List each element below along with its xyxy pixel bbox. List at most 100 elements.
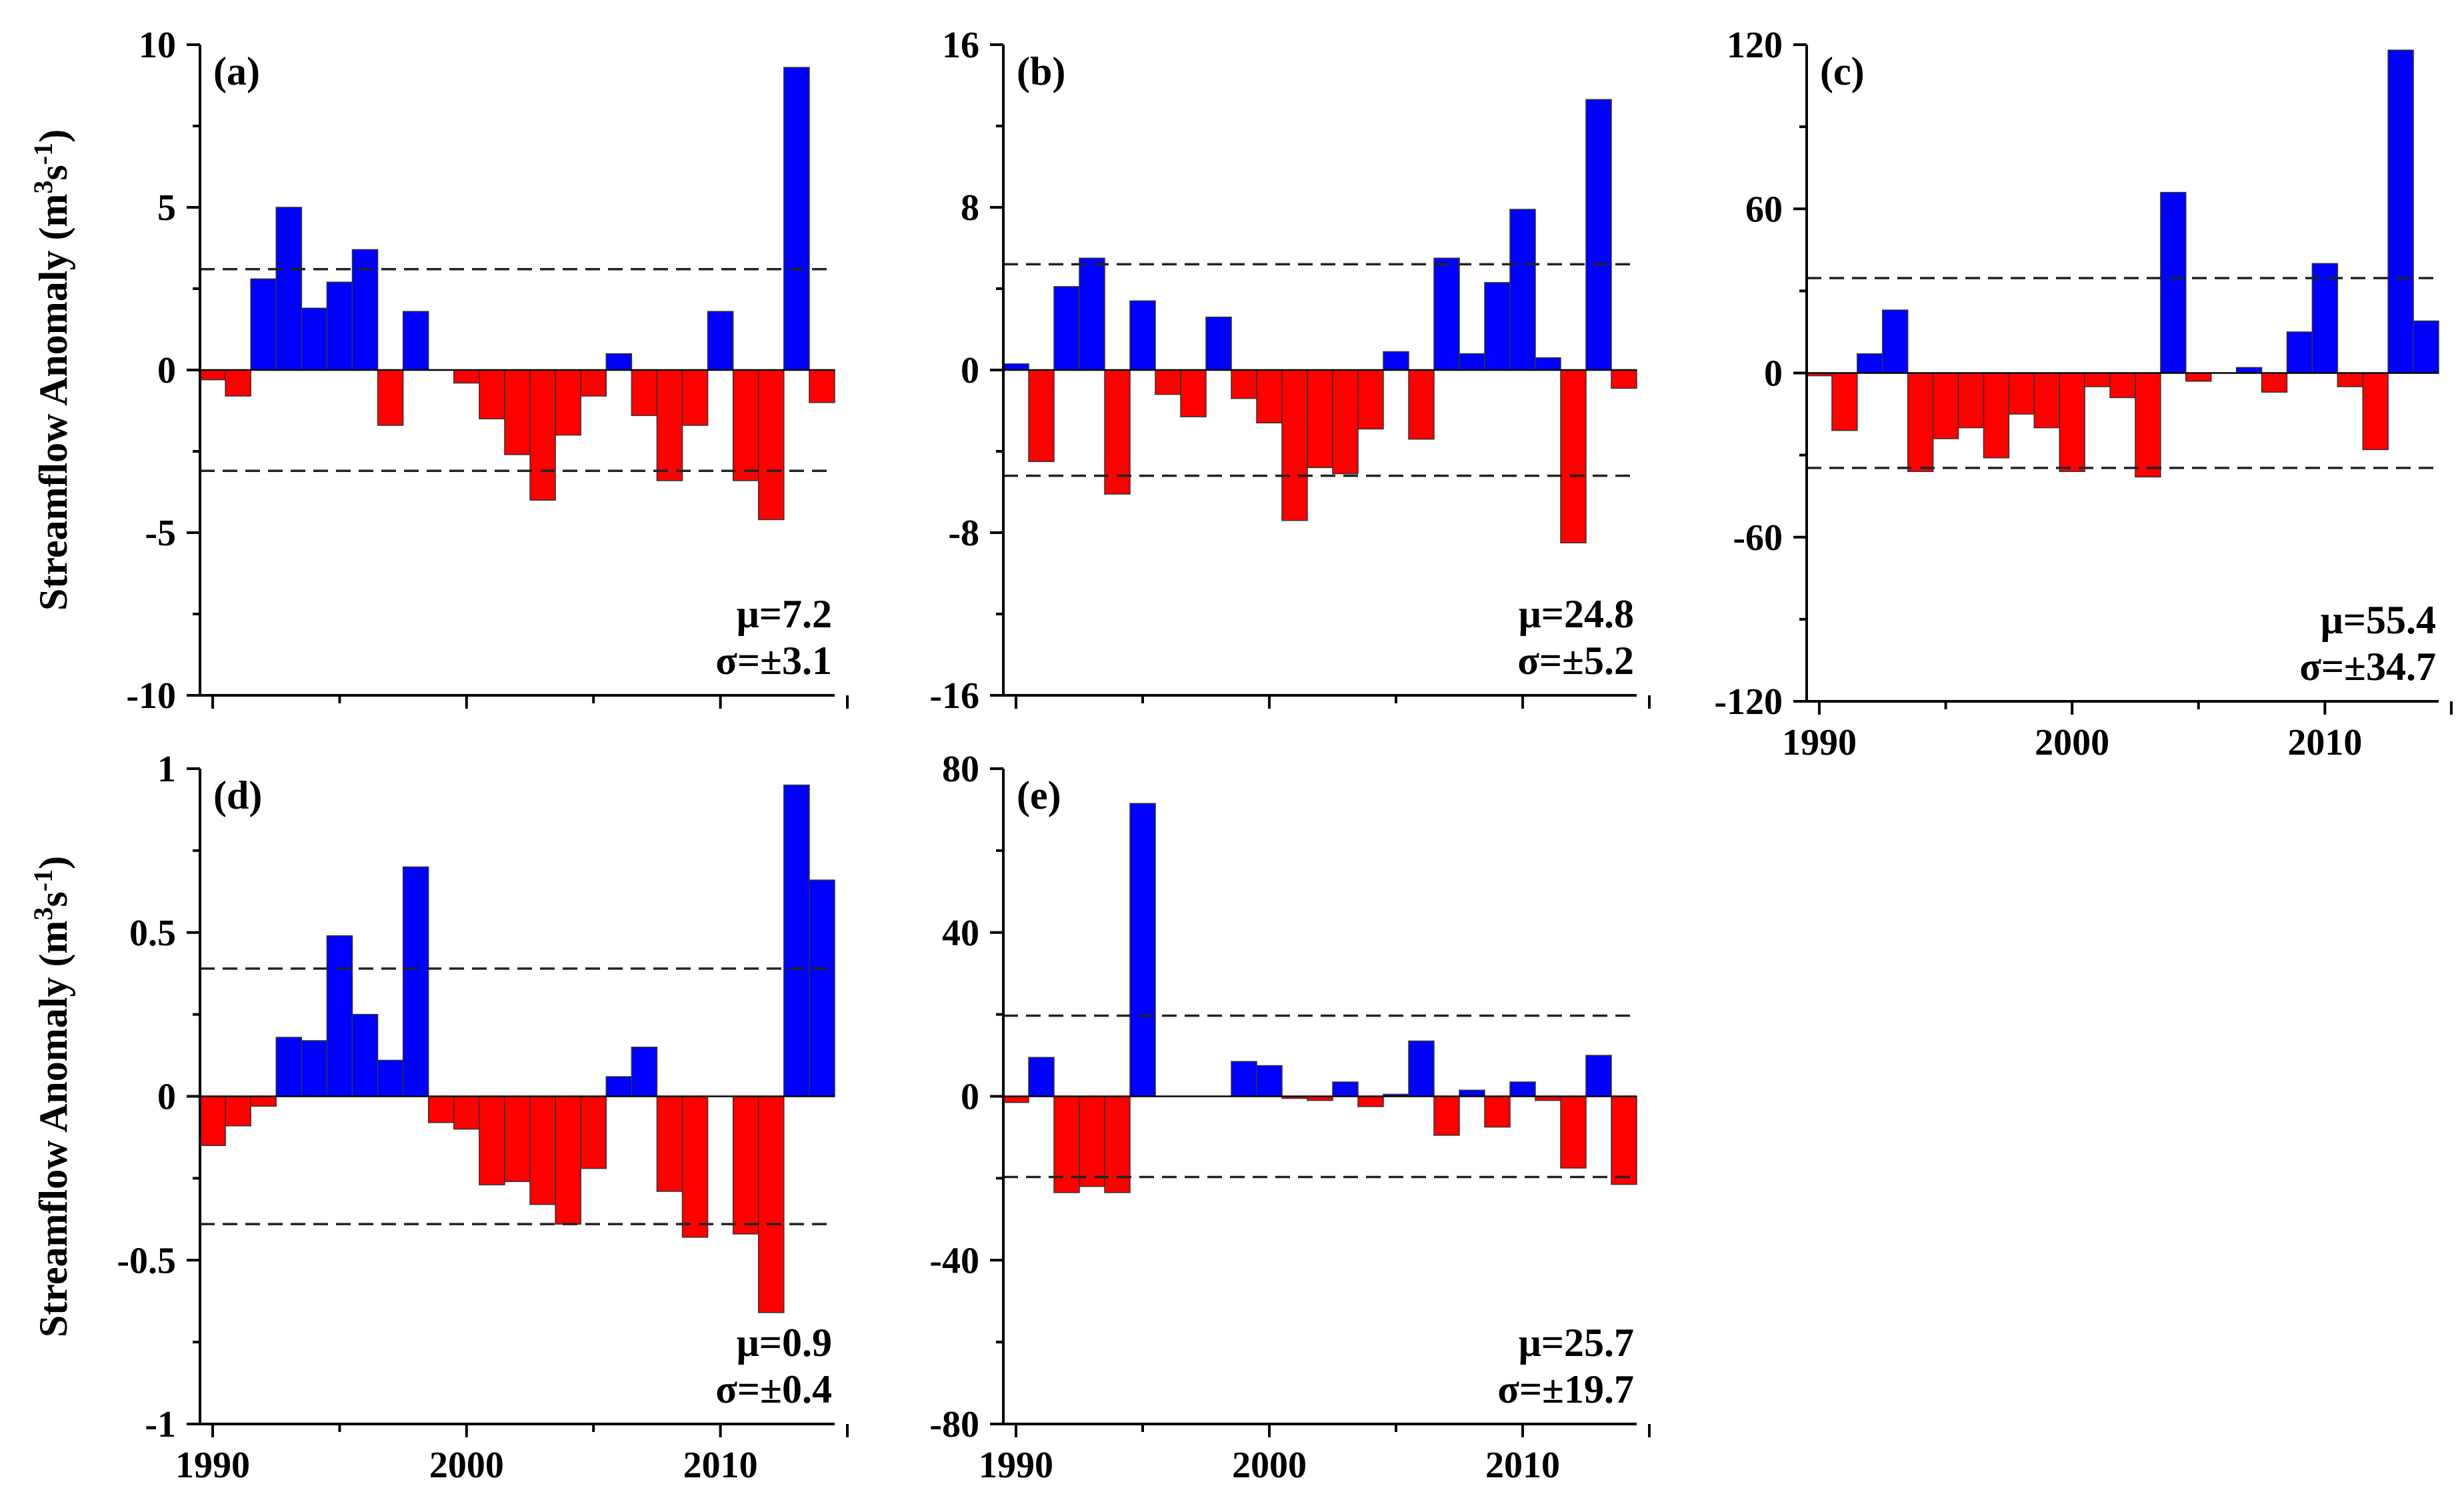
mu-label: μ=7.2 [737, 592, 832, 636]
bar-2003 [529, 369, 556, 501]
bar-2012 [758, 369, 785, 521]
bar-2001 [479, 1095, 505, 1185]
y-tick-label: 0 [157, 350, 176, 391]
bar-2011 [1535, 357, 1561, 371]
y-tick-label: 0 [961, 350, 979, 391]
y-tick-label: 120 [1727, 25, 1783, 66]
y-tick-label: 16 [942, 25, 979, 66]
y-tick-label: -1 [145, 1404, 176, 1445]
x-tick-label: 1990 [175, 1445, 250, 1486]
y-tick-label: -80 [929, 1404, 979, 1445]
bar-2009 [2286, 331, 2313, 374]
bar-2003 [1332, 1081, 1359, 1097]
bar-1994 [301, 307, 328, 371]
bar-2012 [1560, 1095, 1587, 1169]
bar-1995 [326, 935, 353, 1097]
bar-2003 [529, 1095, 556, 1205]
bar-2011 [732, 1095, 759, 1235]
bar-2006 [605, 1076, 633, 1097]
bar-1990 [1003, 1095, 1029, 1103]
bar-2000 [2059, 372, 2085, 472]
bar-2010 [1509, 1081, 1536, 1097]
y-axis-title-top: Streamflow Anomaly (m3s-1) [28, 129, 75, 611]
bar-1993 [1079, 1095, 1105, 1187]
bar-1997 [1983, 372, 2010, 459]
panel-b: 16 8 0 -8 -16 (b) μ=24.8σ=±5.2 [929, 25, 1651, 717]
bar-2009 [1484, 282, 1511, 371]
y-tick-label: 0.5 [129, 913, 176, 954]
y-axis-title-bottom: Streamflow Anomaly (m3s-1) [28, 856, 75, 1337]
bar-2014 [1611, 1095, 1637, 1185]
bar-2007 [1433, 1095, 1460, 1136]
sigma-label: σ=±34.7 [2299, 645, 2436, 689]
bar-1997 [377, 369, 404, 426]
bar-2013 [2387, 49, 2414, 374]
bar-2012 [2362, 372, 2389, 451]
bar-1995 [1129, 300, 1156, 371]
bar-2008 [1459, 353, 1485, 371]
bar-2008 [1459, 1089, 1485, 1097]
bar-2008 [2261, 372, 2288, 393]
bar-2001 [479, 369, 505, 419]
bar-1991 [225, 369, 251, 397]
bar-2006 [1408, 1040, 1435, 1097]
bar-1994 [301, 1040, 328, 1097]
bar-1990 [199, 369, 226, 381]
bar-2008 [656, 1095, 683, 1192]
y-tick-label: 8 [961, 187, 979, 229]
bar-1993 [275, 1037, 303, 1097]
bar-2004 [1357, 369, 1384, 430]
panel-a: 10 5 0 -5 -10 (a) μ=7.2σ=±3.1 [126, 25, 849, 717]
panel-label: (a) [213, 49, 260, 93]
bar-2007 [631, 369, 658, 417]
bar-2008 [656, 369, 683, 481]
bar-1995 [1932, 372, 1959, 439]
bar-2006 [605, 353, 633, 371]
y-tick-label: -16 [929, 675, 979, 717]
y-tick-label: -120 [1714, 681, 1783, 723]
x-tick-label: 1990 [1782, 722, 1857, 763]
bar-1992 [250, 278, 277, 371]
bar-1998 [402, 311, 429, 371]
x-tick-label: 2010 [683, 1445, 758, 1486]
bar-1999 [427, 1095, 455, 1123]
bar-2002 [504, 369, 531, 455]
bar-1997 [377, 1059, 404, 1097]
bar-2013 [783, 67, 810, 371]
bar-1999 [1231, 369, 1257, 399]
y-tick-label: -40 [929, 1240, 979, 1281]
x-tick-label: 2000 [1232, 1445, 1307, 1486]
mu-label: μ=55.4 [2321, 598, 2436, 642]
bar-2012 [1560, 369, 1587, 543]
bar-1993 [1079, 257, 1105, 371]
bar-2010 [2311, 263, 2339, 374]
bar-2006 [1408, 369, 1435, 440]
bar-1993 [1882, 309, 1909, 374]
bar-2005 [1383, 351, 1409, 371]
bar-1994 [1907, 372, 1934, 472]
y-tick-label: 0 [157, 1077, 176, 1118]
bar-1999 [2033, 372, 2060, 429]
bar-2002 [504, 1095, 531, 1183]
sigma-label: σ=±19.7 [1497, 1367, 1634, 1411]
bar-1991 [225, 1095, 251, 1127]
bar-2000 [453, 1095, 480, 1130]
mu-label: μ=0.9 [737, 1321, 832, 1365]
bar-1998 [402, 866, 429, 1097]
bar-2004 [2160, 191, 2187, 374]
y-tick-label: 60 [1745, 189, 1783, 230]
bar-2000 [1256, 369, 1283, 424]
panel-label: (e) [1017, 773, 1061, 817]
bar-1991 [1028, 1057, 1055, 1097]
x-tick-label: 2010 [2287, 722, 2362, 763]
y-tick-label: 40 [942, 913, 979, 954]
bar-1992 [1053, 286, 1080, 371]
bar-2014 [1611, 369, 1637, 389]
bar-1991 [1028, 369, 1055, 462]
bar-1999 [1231, 1061, 1257, 1097]
sigma-label: σ=±0.4 [715, 1367, 832, 1411]
bar-1991 [1831, 372, 1858, 431]
bar-2005 [580, 1095, 607, 1169]
bar-2009 [681, 1095, 709, 1238]
